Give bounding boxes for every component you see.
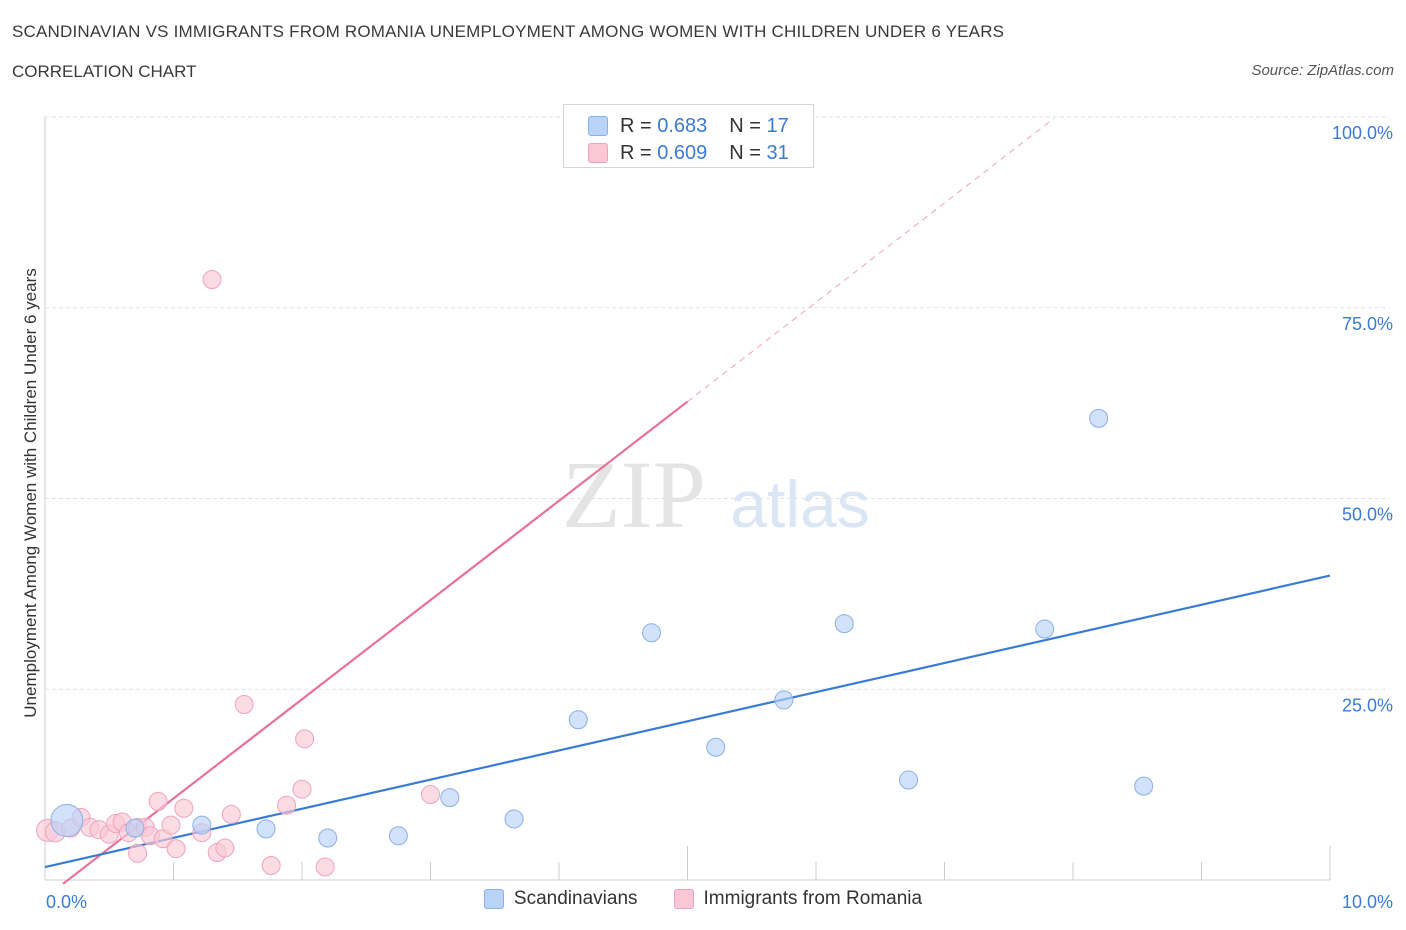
x-tick-label: 0.0% [46, 892, 87, 912]
axes [44, 117, 1331, 881]
watermark-zip: ZIP [562, 441, 706, 548]
data-point-scandinavians [50, 803, 84, 837]
blue-swatch [588, 116, 608, 136]
r-label: R = [620, 114, 652, 137]
source-label: Source: ZipAtlas.com [1251, 62, 1394, 79]
y-tick-label: 50.0% [1342, 505, 1393, 525]
tick-labels: 25.0% 50.0% 75.0% 100.0% 0.0% 10.0% [46, 123, 1393, 912]
data-point-romania [161, 815, 181, 835]
n-value: 17 [766, 114, 789, 137]
data-point-scandinavians [642, 623, 662, 643]
data-point-scandinavians [1035, 619, 1055, 639]
data-point-romania [292, 779, 312, 799]
data-point-romania [148, 791, 168, 811]
data-point-scandinavians [899, 770, 919, 790]
data-point-romania [128, 843, 148, 863]
trend-line-romania [62, 400, 689, 885]
r-value: 0.609 [657, 141, 708, 164]
data-point-romania [421, 785, 440, 805]
data-point-romania [174, 798, 194, 818]
n-value: 31 [766, 141, 789, 164]
data-point-scandinavians [192, 815, 212, 835]
data-point-romania [202, 270, 222, 290]
data-point-romania [315, 857, 335, 877]
x-tick-label: 10.0% [1342, 892, 1393, 912]
data-point-romania [277, 795, 297, 815]
data-points [36, 111, 1154, 877]
trend-line-romania-extension [687, 118, 1055, 402]
y-tick-label: 25.0% [1342, 695, 1393, 715]
gridlines [45, 116, 1390, 690]
data-point-scandinavians [318, 828, 338, 848]
data-point-scandinavians [834, 614, 854, 634]
data-point-romania [234, 695, 254, 715]
stats-legend: R = 0.683 N = 17 R = 0.609 N = 31 [563, 104, 814, 168]
data-point-romania [221, 804, 241, 824]
watermark: ZIP atlas [562, 441, 870, 548]
n-label: N = [729, 141, 761, 164]
legend-item-romania[interactable]: Immigrants from Romania [673, 888, 923, 910]
data-point-scandinavians [568, 710, 588, 730]
y-tick-label: 100.0% [1332, 123, 1393, 143]
data-point-scandinavians [1089, 408, 1109, 428]
data-point-romania [295, 729, 315, 749]
data-point-scandinavians [256, 819, 276, 839]
y-axis-label: Unemployment Among Women with Children U… [21, 268, 40, 717]
data-point-romania [215, 838, 235, 858]
y-tick-label: 75.0% [1342, 314, 1393, 334]
data-point-scandinavians [504, 809, 524, 829]
pink-swatch [588, 143, 608, 163]
legend-label: Scandinavians [513, 888, 638, 909]
data-point-scandinavians [440, 788, 460, 808]
legend-item-scandinavians[interactable]: Scandinavians [483, 888, 638, 910]
trend-line-scandinavians [44, 574, 1331, 869]
stats-row-scandinavians: R = 0.683 N = 17 [588, 113, 789, 139]
legend-label: Immigrants from Romania [703, 888, 923, 909]
data-point-scandinavians [388, 826, 408, 846]
data-point-scandinavians [774, 690, 794, 710]
chart-title: SCANDINAVIAN VS IMMIGRANTS FROM ROMANIA … [12, 22, 1005, 41]
chart-legend: Scandinavians Immigrants from Romania [0, 888, 1406, 910]
stats-row-romania: R = 0.609 N = 31 [588, 140, 789, 166]
data-point-romania [261, 856, 281, 876]
chart-subtitle: CORRELATION CHART [12, 62, 197, 81]
n-label: N = [729, 114, 761, 137]
pink-swatch [673, 889, 694, 909]
data-point-scandinavians [125, 818, 145, 838]
data-point-scandinavians [1134, 776, 1154, 796]
r-value: 0.683 [657, 114, 708, 137]
data-point-scandinavians [706, 737, 726, 757]
watermark-atlas: atlas [730, 467, 869, 541]
r-label: R = [620, 141, 652, 164]
data-point-romania [166, 839, 186, 859]
blue-swatch [483, 889, 504, 909]
